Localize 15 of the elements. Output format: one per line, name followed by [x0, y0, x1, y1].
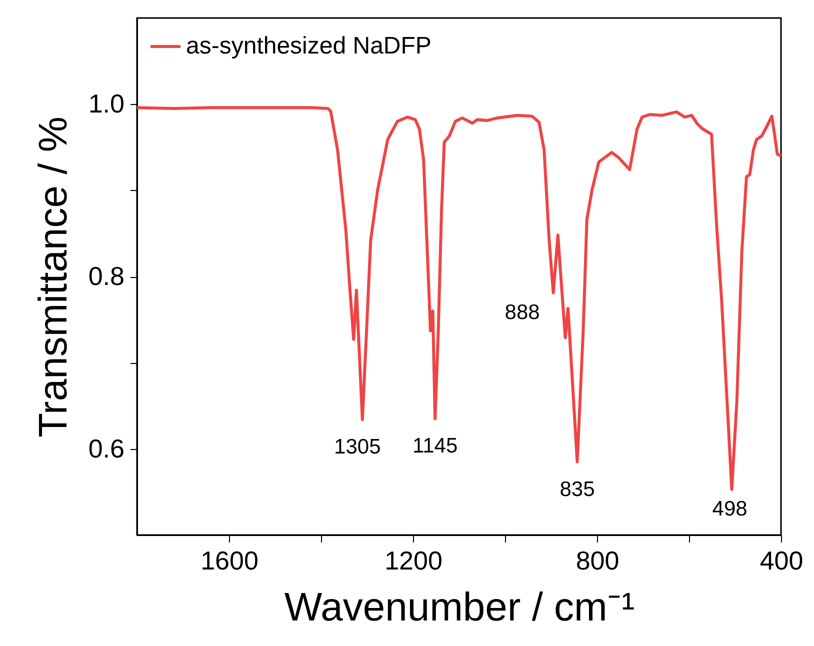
x-tick-label: 800 [576, 546, 620, 576]
x-tick-label: 1600 [200, 546, 258, 576]
annotation: 888 [504, 300, 540, 324]
y-axis-title: Transmittance / % [31, 116, 76, 438]
annotation: 498 [712, 497, 748, 520]
y-tick-label: 0.8 [88, 261, 124, 291]
x-tick-label: 1200 [384, 546, 442, 576]
annotation: 835 [560, 478, 595, 501]
y-tick-label: 1.0 [88, 88, 124, 119]
x-axis-title: Wavenumber / cm⁻¹ [284, 586, 635, 630]
legend-label: as-synthesized NaDFP [186, 32, 432, 60]
y-tick-label: 0.6 [88, 433, 124, 464]
annotation: 1145 [412, 434, 458, 458]
annotation: 1305 [334, 436, 381, 459]
x-tick-label: 400 [760, 546, 804, 576]
